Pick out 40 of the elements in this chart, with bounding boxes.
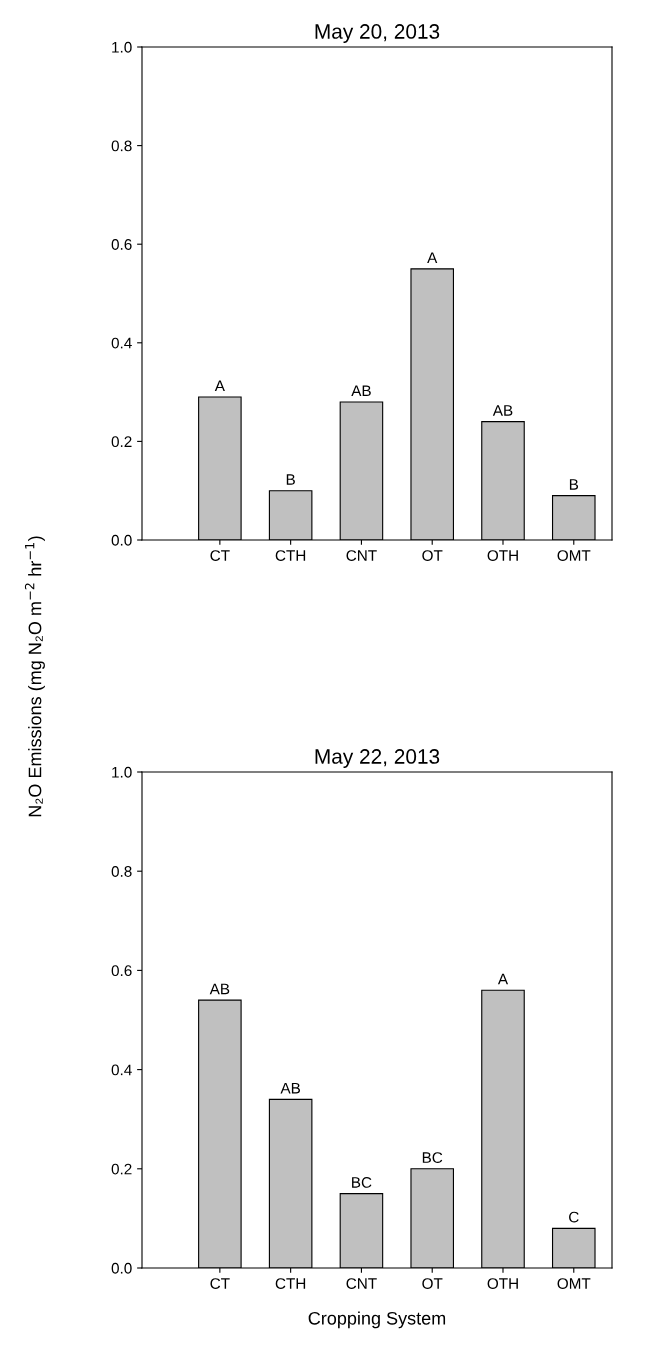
annotation: BC <box>422 1152 443 1163</box>
x-axis-title: Cropping System <box>308 1311 446 1329</box>
y-tick-label: 0.8 <box>111 866 132 877</box>
x-tick-label: CNT <box>346 550 377 561</box>
y-tick-label: 0.6 <box>111 239 132 250</box>
y-tick-label: 0.8 <box>111 140 132 152</box>
x-tick-label: OT <box>422 550 443 561</box>
x-tick-label: CT <box>210 1278 230 1289</box>
x-tick-label: CT <box>210 550 230 561</box>
x-tick-label: OT <box>422 1278 443 1289</box>
y-tick-label: 1.0 <box>112 41 132 53</box>
x-tick-label: OMT <box>557 1278 591 1289</box>
x-tick-label: CTH <box>275 550 306 561</box>
y-axis-title: N₂O Emissions (mg N₂O m$^{−2}$ hr$^{−1}$) <box>24 536 45 817</box>
y-tick-label: 0.2 <box>111 1163 132 1175</box>
x-tick-label: CTH <box>275 1278 306 1289</box>
annotation: AB <box>280 1082 301 1094</box>
y-tick-label: 0.2 <box>111 436 132 448</box>
annotation: C <box>569 1211 579 1223</box>
annotation: B <box>286 474 295 485</box>
x-tick-label: OTH <box>487 1278 518 1289</box>
annotation: A <box>427 252 438 263</box>
y-tick-label: 0.0 <box>111 1262 132 1274</box>
y-tick-label: 1.0 <box>112 766 132 778</box>
x-tick-label: CNT <box>346 1278 377 1289</box>
x-tick-label: OTH <box>487 550 518 561</box>
annotation: AB <box>492 405 513 416</box>
annotation: BC <box>352 1176 372 1188</box>
x-tick-label: OMT <box>557 550 591 561</box>
chart-title: May 20, 2013 <box>315 24 440 43</box>
chart-title: May 22, 2013 <box>315 749 440 768</box>
y-tick-label: 0.6 <box>111 965 132 977</box>
y-tick-label: 0.4 <box>111 337 132 349</box>
y-tick-label: 0.0 <box>111 534 132 546</box>
annotation: AB <box>351 385 371 397</box>
annotation: A <box>497 973 509 985</box>
annotation: A <box>214 380 225 392</box>
annotation: B <box>569 479 579 490</box>
annotation: AB <box>209 983 230 995</box>
y-tick-label: 0.4 <box>111 1064 132 1076</box>
